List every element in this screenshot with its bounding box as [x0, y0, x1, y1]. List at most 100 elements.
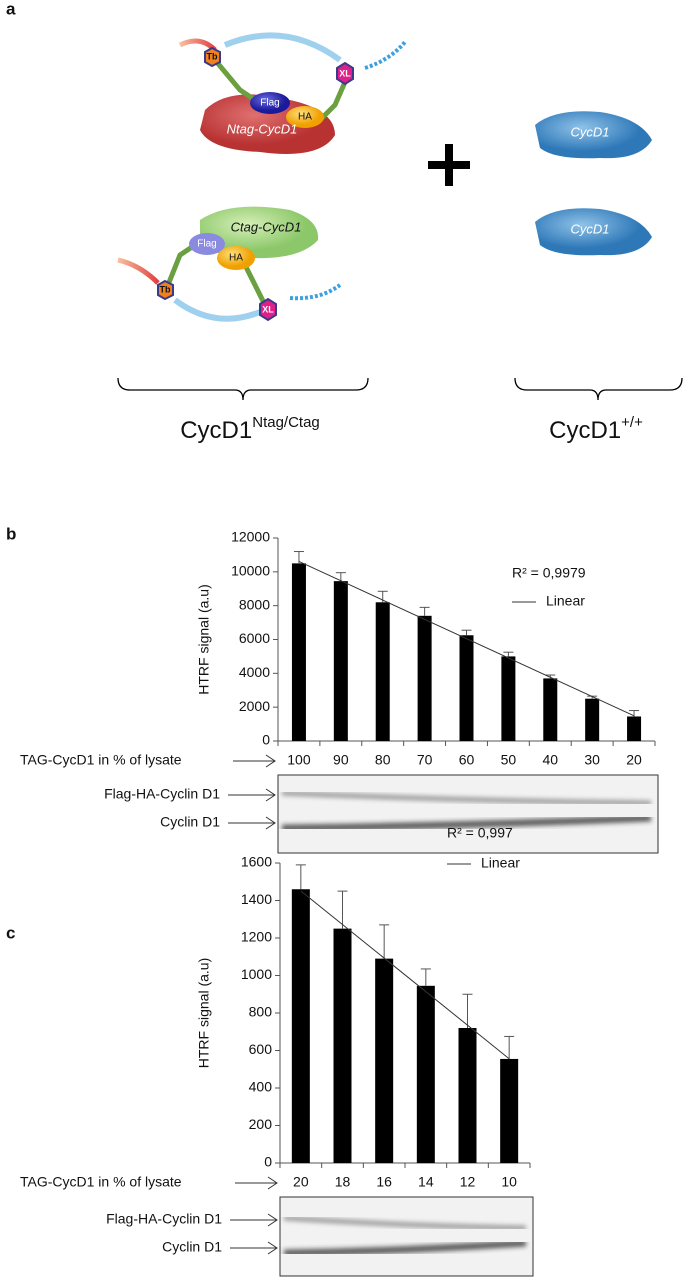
y-tick-label: 1200: [241, 929, 272, 945]
flag-label: Flag: [260, 98, 279, 109]
flag-tag: [189, 233, 225, 255]
x-tick-label: 80: [375, 752, 391, 768]
y-tick-label: 800: [249, 1004, 273, 1020]
error-bar: [504, 1035, 515, 1059]
donor: [204, 46, 221, 68]
x-tick-label: 20: [293, 1174, 309, 1190]
arrow: [228, 788, 276, 802]
error-bar: [379, 924, 390, 959]
wild-protein: [535, 208, 652, 256]
trendline: [298, 561, 635, 717]
acceptor: [336, 61, 354, 86]
bar: [291, 563, 306, 741]
antibody: [165, 242, 268, 307]
top-complex: Tb XL Flag HA Ntag-CycD1: [178, 32, 407, 154]
arrow: [233, 754, 276, 768]
error-bar: [419, 606, 430, 616]
ha-label: HA: [298, 112, 312, 123]
brace: [514, 377, 683, 401]
transfer-arrow: [223, 32, 342, 63]
excitation-arrow: [117, 257, 160, 285]
bar: [585, 698, 600, 741]
blot-label: Flag-HA-Cyclin D1: [104, 786, 220, 802]
error-bar: [461, 629, 472, 636]
group-label-main: CycD1: [180, 417, 252, 444]
y-tick-label: 400: [249, 1079, 273, 1095]
plus: [445, 144, 453, 186]
y-tick-label: 1000: [241, 966, 272, 982]
error-bar: [503, 651, 514, 657]
blot-band: [283, 1215, 527, 1231]
x-tick-label: 40: [542, 752, 558, 768]
group-label: CycD1Ntag/Ctag: [180, 414, 320, 444]
blot-label: Cyclin D1: [162, 1239, 222, 1255]
group-label-main: CycD1: [549, 417, 621, 444]
blot: [277, 774, 659, 854]
x-tick-label: 16: [376, 1174, 392, 1190]
arrow: [230, 1213, 278, 1227]
panel-label: b: [6, 524, 16, 543]
error-bar: [337, 890, 348, 929]
x-tick-label: 12: [460, 1174, 476, 1190]
error-bar: [377, 590, 388, 603]
blot-label: Flag-HA-Cyclin D1: [106, 1211, 222, 1227]
wild-label: CycD1: [570, 124, 609, 139]
ha-tag: [286, 106, 324, 128]
y-tick-label: 8000: [239, 596, 270, 612]
y-tick-label: 600: [249, 1041, 273, 1057]
y-tick-label: 4000: [239, 664, 270, 680]
bar: [543, 678, 558, 741]
arrow: [235, 1176, 278, 1190]
error-bar: [335, 572, 346, 582]
error-bar: [295, 864, 306, 890]
bar: [375, 602, 390, 741]
acceptor: [259, 297, 277, 322]
panel-label: c: [6, 923, 15, 942]
x-tick-label: 14: [418, 1174, 434, 1190]
x-axis-label: TAG-CycD1 in % of lysate: [20, 752, 182, 768]
bar: [458, 1028, 477, 1163]
x-tick-label: 20: [626, 752, 642, 768]
bar: [417, 615, 432, 741]
antibody: [213, 58, 348, 122]
protein-blob: [200, 206, 319, 259]
y-tick-label: 2000: [239, 698, 270, 714]
bar: [627, 716, 642, 741]
protein-label: Ctag-CycD1: [231, 219, 302, 234]
wild-label: CycD1: [570, 221, 609, 236]
y-tick-label: 1600: [241, 854, 272, 870]
blot: [279, 1196, 534, 1277]
bottom-complex: Tb XL Flag HA Ctag-CycD1: [117, 206, 342, 322]
flag-label: Flag: [197, 239, 216, 250]
x-tick-label: 30: [584, 752, 600, 768]
wild-protein: [535, 111, 652, 159]
ha-tag: [217, 246, 255, 270]
acceptor-label: XL: [339, 68, 351, 78]
y-axis-label: HTRF signal (a.u): [196, 958, 212, 1068]
blot-band: [281, 814, 652, 832]
ha-label: HA: [229, 253, 243, 264]
y-tick-label: 0: [264, 1154, 272, 1170]
error-bar: [462, 993, 473, 1028]
acceptor-label: XL: [262, 304, 274, 314]
bar: [291, 889, 310, 1163]
y-axis-label: HTRF signal (a.u): [196, 584, 212, 694]
panel-label: a: [6, 0, 16, 18]
y-tick-label: 6000: [239, 630, 270, 646]
bar: [459, 635, 474, 741]
x-tick-label: 70: [417, 752, 433, 768]
donor: [157, 279, 174, 301]
donor-label: Tb: [160, 284, 171, 294]
y-tick-label: 10000: [231, 563, 270, 579]
x-tick-label: 10: [501, 1174, 517, 1190]
y-tick-label: 12000: [231, 529, 270, 545]
protein-label: Ntag-CycD1: [227, 121, 298, 136]
blot-band: [283, 1239, 527, 1257]
y-tick-label: 1400: [241, 891, 272, 907]
bar: [416, 985, 435, 1163]
y-tick-label: 0: [262, 732, 270, 748]
brace: [117, 377, 369, 401]
donor-label: Tb: [207, 51, 218, 61]
emission-arrow: [364, 40, 407, 70]
error-bar: [420, 968, 431, 986]
